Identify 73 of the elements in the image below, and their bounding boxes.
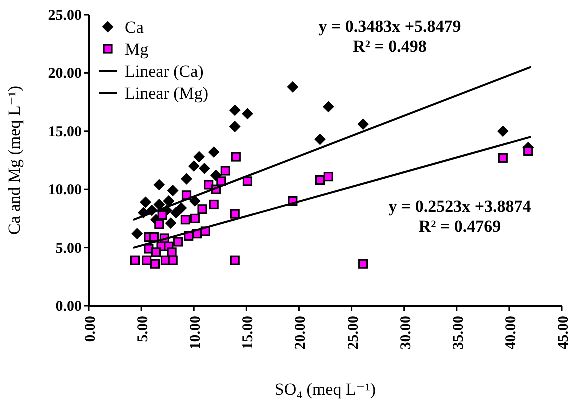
y-tick-label: 25.00 (48, 8, 82, 24)
point (315, 175, 326, 186)
point (209, 200, 219, 210)
point (358, 259, 368, 269)
legend-label: Linear (Mg) (125, 84, 209, 103)
point (231, 152, 241, 162)
point (198, 204, 208, 214)
point (230, 209, 240, 219)
legend-label: Linear (Ca) (125, 62, 204, 81)
x-tick-label: 25.00 (346, 316, 362, 350)
point (204, 180, 214, 190)
point (220, 166, 230, 176)
point (154, 199, 165, 210)
point (190, 196, 201, 207)
point (150, 259, 160, 269)
point (216, 176, 226, 186)
y-tick-label: 5.00 (56, 240, 82, 257)
point (140, 196, 152, 208)
annotation: R² = 0.4769 (418, 217, 502, 236)
point (154, 179, 165, 190)
point (163, 196, 174, 207)
point (165, 218, 176, 229)
y-tick-label: 0.00 (56, 299, 82, 315)
x-tick-label: 15.00 (240, 316, 257, 350)
point (498, 126, 509, 137)
x-tick-label: 35.00 (450, 316, 467, 350)
y-tick-label: 15.00 (48, 124, 82, 140)
point (180, 215, 190, 225)
legend-label: Mg (125, 40, 150, 59)
x-tick-label: 40.00 (503, 316, 520, 350)
x-tick-label: 30.00 (398, 316, 414, 350)
point (524, 146, 534, 156)
point (242, 176, 253, 186)
point (498, 153, 508, 163)
point (181, 174, 192, 185)
point (323, 101, 334, 112)
point (190, 214, 200, 224)
x-tick-label: 20.00 (293, 316, 310, 350)
point (199, 163, 210, 174)
x-tick-label: 45.00 (556, 316, 572, 350)
annotation: y = 0.3483x +5.8479 (318, 17, 462, 36)
point (130, 256, 140, 266)
x-axis-title: SO₄ (meq L⁻¹) (274, 380, 376, 399)
point (149, 232, 159, 242)
annotation: R² = 0.498 (353, 37, 427, 56)
point (230, 104, 241, 116)
y-tick-label: 10.00 (48, 182, 82, 199)
point (188, 160, 200, 172)
point (230, 121, 241, 132)
point (230, 256, 240, 266)
point (194, 152, 205, 163)
point (142, 256, 152, 266)
point (324, 172, 334, 182)
y-axis-title: Ca and Mg (meq L⁻¹) (5, 86, 24, 236)
point (170, 207, 182, 218)
point (287, 82, 298, 93)
point (151, 248, 162, 258)
annotation: y = 0.2523x +3.8874 (388, 197, 532, 216)
point (208, 146, 220, 158)
point (242, 108, 254, 120)
point (314, 134, 326, 146)
legend-label: Ca (125, 18, 144, 37)
point (174, 237, 184, 247)
point (158, 210, 168, 220)
x-tick-label: 0.00 (83, 316, 99, 342)
point (154, 220, 164, 230)
point (168, 185, 179, 196)
point (358, 118, 369, 130)
point (167, 248, 177, 258)
x-tick-label: 10.00 (188, 316, 204, 350)
y-tick-label: 20.00 (48, 66, 82, 82)
x-tick-label: 5.00 (136, 316, 152, 342)
point (132, 228, 143, 240)
